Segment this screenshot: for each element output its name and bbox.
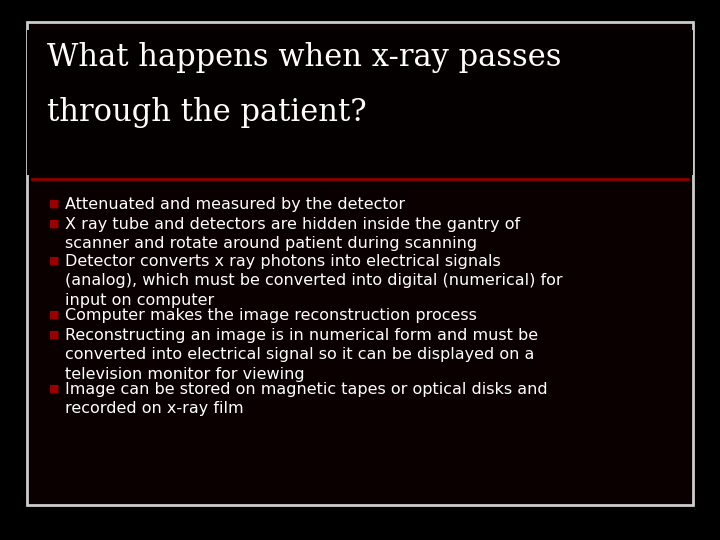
Text: ■: ■ (50, 199, 60, 208)
Text: Attenuated and measured by the detector: Attenuated and measured by the detector (66, 197, 405, 212)
Text: ■: ■ (50, 309, 60, 320)
Text: Detector converts x ray photons into electrical signals
(analog), which must be : Detector converts x ray photons into ele… (66, 254, 563, 307)
Text: ■: ■ (50, 383, 60, 394)
Text: Image can be stored on magnetic tapes or optical disks and
recorded on x-ray fil: Image can be stored on magnetic tapes or… (66, 382, 548, 416)
Text: ■: ■ (50, 219, 60, 229)
Text: X ray tube and detectors are hidden inside the gantry of
scanner and rotate arou: X ray tube and detectors are hidden insi… (66, 217, 521, 251)
Text: ■: ■ (50, 256, 60, 266)
Bar (27, 22, 693, 505)
Text: through the patient?: through the patient? (48, 97, 367, 127)
Text: Reconstructing an image is in numerical form and must be
converted into electric: Reconstructing an image is in numerical … (66, 328, 539, 381)
Text: Computer makes the image reconstruction process: Computer makes the image reconstruction … (66, 308, 477, 322)
Text: What happens when x-ray passes: What happens when x-ray passes (48, 42, 562, 72)
Bar (27, 30, 693, 174)
Text: ■: ■ (50, 330, 60, 340)
